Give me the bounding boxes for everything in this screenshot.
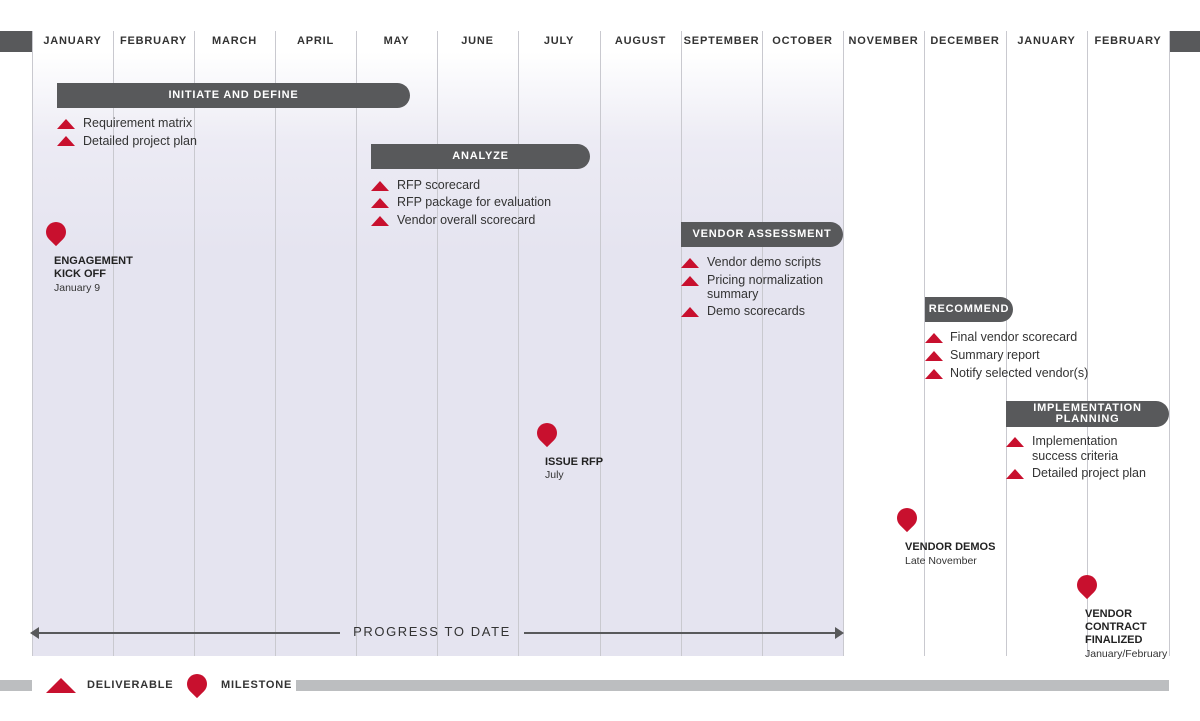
deliverable-triangle-icon: [371, 198, 389, 208]
phase-label-line: PLANNING: [1055, 413, 1120, 425]
month-label: JANUARY: [43, 35, 102, 47]
progress-arrow-right-icon: [835, 627, 844, 639]
deliverable-triangle-icon: [681, 276, 699, 286]
milestone-pin-icon: [1072, 570, 1102, 600]
month-label: JANUARY: [1017, 35, 1076, 47]
legend-bar: [0, 680, 32, 691]
phase-recommend: RECOMMEND: [925, 297, 1013, 322]
deliverable-item: Pricing normalization: [707, 273, 824, 287]
deliverable-triangle-icon: [1006, 437, 1024, 447]
month-label: AUGUST: [614, 35, 667, 47]
month-label: OCTOBER: [772, 35, 833, 47]
deliverable-triangle-icon: [57, 119, 75, 129]
milestone-title: FINALIZED: [1085, 634, 1143, 646]
month-label: SEPTEMBER: [683, 35, 760, 47]
deliverable-triangle-icon: [925, 369, 943, 379]
legend-milestone-icon: [182, 669, 212, 699]
deliverable-triangle-icon: [681, 307, 699, 317]
deliverable-item: Vendor overall scorecard: [397, 213, 536, 227]
month-label: MARCH: [212, 35, 257, 47]
legend-deliverable-icon: [46, 678, 76, 693]
deliverable-item: Final vendor scorecard: [950, 330, 1078, 344]
deliverable-triangle-icon: [925, 333, 943, 343]
deliverable-item: Summary report: [950, 348, 1040, 362]
deliverable-item: Detailed project plan: [1032, 466, 1146, 480]
month-label: NOVEMBER: [848, 35, 919, 47]
milestone-title: VENDOR: [1085, 608, 1133, 620]
milestone-pin-icon: [892, 503, 922, 533]
month-label: APRIL: [297, 35, 334, 47]
header-endcap-right: [1169, 31, 1200, 52]
milestone-title: VENDOR DEMOS: [905, 541, 996, 553]
phase-implementation-planning: IMPLEMENTATION PLANNING: [1006, 401, 1169, 427]
progress-line: [524, 632, 836, 634]
progress-arrow-left-icon: [30, 627, 39, 639]
milestone-date: Late November: [905, 555, 977, 567]
month-label: FEBRUARY: [1094, 35, 1162, 47]
milestone-date: January 9: [54, 282, 101, 294]
legend-bar: [296, 680, 1169, 691]
phase-vendor-assessment: VENDOR ASSESSMENT: [681, 222, 843, 247]
progress-line: [38, 632, 340, 634]
deliverable-item: Demo scorecards: [707, 304, 805, 318]
deliverable-item: Vendor demo scripts: [707, 255, 821, 269]
deliverable-triangle-icon: [371, 216, 389, 226]
month-label: DECEMBER: [930, 35, 1000, 47]
phase-initiate-define: INITIATE AND DEFINE: [57, 83, 410, 108]
progress-label: PROGRESS TO DATE: [353, 624, 511, 639]
milestone-title: KICK OFF: [54, 268, 106, 280]
legend-deliverable-label: DELIVERABLE: [87, 679, 174, 691]
deliverable-triangle-icon: [371, 181, 389, 191]
month-label: JULY: [543, 35, 575, 47]
deliverable-triangle-icon: [925, 351, 943, 361]
milestone-title: ISSUE RFP: [545, 456, 604, 468]
deliverable-item: RFP scorecard: [397, 178, 481, 192]
month-label: MAY: [383, 35, 410, 47]
deliverable-item: Detailed project plan: [83, 134, 197, 148]
deliverable-item: Notify selected vendor(s): [950, 366, 1089, 380]
phase-label-line: IMPLEMENTATION: [1033, 402, 1142, 414]
deliverable-triangle-icon: [681, 258, 699, 268]
milestone-date: January/February: [1085, 648, 1168, 660]
milestone-date: July: [545, 469, 564, 481]
deliverable-item-continuation: success criteria: [1032, 449, 1119, 463]
deliverable-item: Requirement matrix: [83, 116, 193, 130]
month-label: FEBRUARY: [119, 35, 188, 47]
phase-analyze: ANALYZE: [371, 144, 590, 169]
month-label: JUNE: [461, 35, 494, 47]
legend-milestone-label: MILESTONE: [221, 679, 293, 691]
milestone-title: ENGAGEMENT: [54, 255, 133, 267]
deliverable-triangle-icon: [57, 136, 75, 146]
deliverable-item: RFP package for evaluation: [397, 195, 552, 209]
deliverable-item: Implementation: [1032, 434, 1118, 448]
milestone-title: CONTRACT: [1085, 621, 1147, 633]
deliverable-item-continuation: summary: [707, 287, 759, 301]
header-endcap-left: [0, 31, 32, 52]
deliverable-triangle-icon: [1006, 469, 1024, 479]
